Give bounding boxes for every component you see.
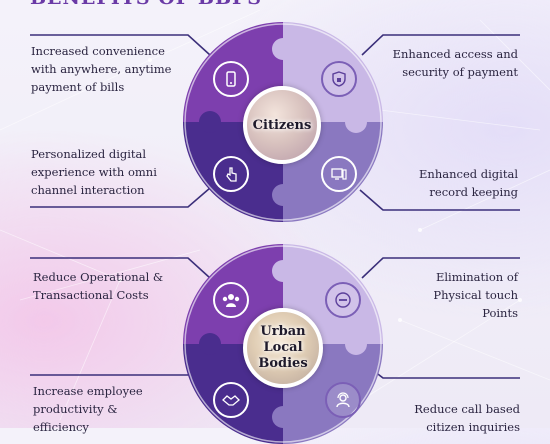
ulb-center-circle: Urban Local Bodies [243,308,323,388]
caption-touch-points: Elimination of Physical touch Points [433,270,518,320]
no-entry-icon [325,282,361,318]
ulb-label-line-1: Urban [260,324,306,339]
caption-personalized: Personalized digital experience with omn… [31,147,157,197]
page-title-strip: BENEFITS OF BBPS [0,0,550,8]
caption-security: Enhanced access and security of payment [392,47,518,79]
background-network [0,0,550,428]
caption-convenience: Increased convenience with anywhere, any… [31,44,172,94]
touch-hand-icon [213,156,249,192]
page-title: BENEFITS OF BBPS [30,0,262,8]
caption-reduce-costs: Reduce Operational & Transactional Costs [33,270,164,302]
group-people-icon [213,282,249,318]
handshake-icon [213,382,249,418]
citizens-center-circle: Citizens [243,86,321,164]
digital-records-icon [321,156,357,192]
ulb-label-line-2: Local [263,340,303,355]
caption-call-inquiries: Reduce call based citizen inquiries [414,402,520,434]
caption-record-keeping: Enhanced digital record keeping [419,167,518,199]
connector-lines [30,34,520,379]
shield-lock-icon [321,61,357,97]
ulb-label-line-3: Bodies [258,356,308,371]
citizens-center-label: Citizens [252,117,312,133]
support-agent-icon [325,382,361,418]
phone-payment-icon [213,61,249,97]
